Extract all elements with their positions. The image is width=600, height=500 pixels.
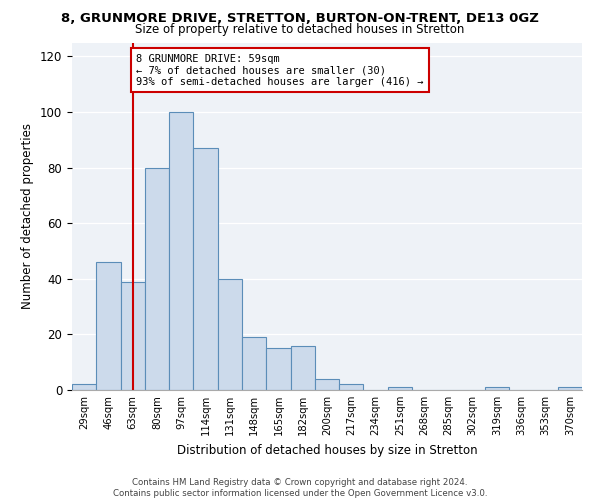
Y-axis label: Number of detached properties: Number of detached properties: [22, 123, 34, 309]
Text: 8, GRUNMORE DRIVE, STRETTON, BURTON-ON-TRENT, DE13 0GZ: 8, GRUNMORE DRIVE, STRETTON, BURTON-ON-T…: [61, 12, 539, 26]
X-axis label: Distribution of detached houses by size in Stretton: Distribution of detached houses by size …: [176, 444, 478, 456]
Bar: [169, 112, 193, 390]
Text: 8 GRUNMORE DRIVE: 59sqm
← 7% of detached houses are smaller (30)
93% of semi-det: 8 GRUNMORE DRIVE: 59sqm ← 7% of detached…: [136, 54, 424, 87]
Bar: [266, 348, 290, 390]
Bar: [72, 384, 96, 390]
Text: Contains HM Land Registry data © Crown copyright and database right 2024.
Contai: Contains HM Land Registry data © Crown c…: [113, 478, 487, 498]
Bar: [242, 337, 266, 390]
Bar: [315, 379, 339, 390]
Bar: [121, 282, 145, 390]
Bar: [193, 148, 218, 390]
Bar: [485, 387, 509, 390]
Bar: [96, 262, 121, 390]
Bar: [290, 346, 315, 390]
Text: Size of property relative to detached houses in Stretton: Size of property relative to detached ho…: [136, 22, 464, 36]
Bar: [218, 279, 242, 390]
Bar: [388, 387, 412, 390]
Bar: [145, 168, 169, 390]
Bar: [339, 384, 364, 390]
Bar: [558, 387, 582, 390]
